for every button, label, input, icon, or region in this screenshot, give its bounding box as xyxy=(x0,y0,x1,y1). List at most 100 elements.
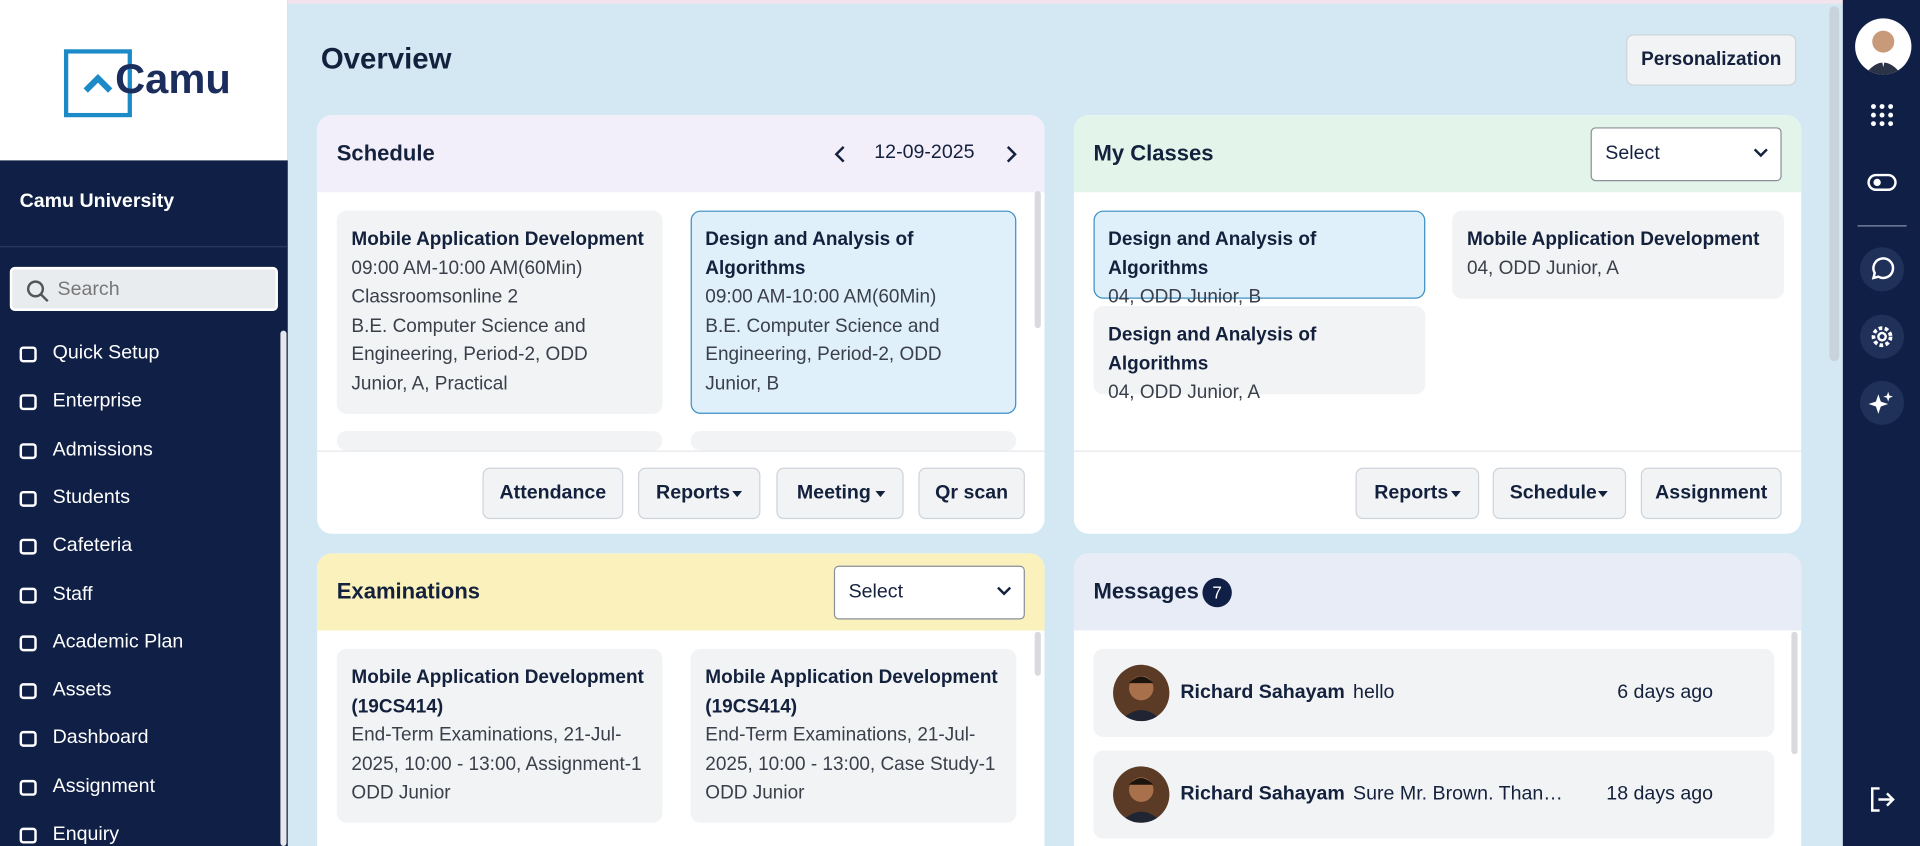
logo-text: Camu xyxy=(115,56,231,103)
menu-item[interactable]: Admissions xyxy=(0,433,276,470)
divider xyxy=(1073,450,1802,452)
menu-label: Admissions xyxy=(52,439,153,460)
unread-count: 7 xyxy=(1202,577,1232,608)
meeting-button[interactable]: Meeting xyxy=(776,467,904,520)
menu-label: Students xyxy=(52,487,130,508)
menu-label: Assets xyxy=(52,679,112,701)
class-card[interactable]: Mobile Application Development 04, ODD Ju… xyxy=(1452,210,1785,299)
class-card[interactable]: Design and Analysis of Algorithms 04, ODD… xyxy=(1093,210,1426,307)
settings-icon[interactable] xyxy=(1860,314,1905,359)
menu-item[interactable]: Assets xyxy=(0,673,276,710)
menu-item[interactable]: Dashboard xyxy=(0,722,276,759)
class-card[interactable]: Design and Analysis of Algorithms 04, ODD… xyxy=(1093,306,1426,403)
sender-avatar xyxy=(1113,766,1170,823)
menu-item[interactable]: Enterprise xyxy=(0,385,276,422)
sidebar: Camu Camu University Search Quick Setup E… xyxy=(0,0,288,846)
select-text: Select xyxy=(848,581,904,603)
toggle-icon[interactable] xyxy=(1866,170,1898,194)
reports-button[interactable]: Reports xyxy=(1355,467,1480,520)
page-title: Overview xyxy=(320,42,452,76)
menu-icon xyxy=(19,731,37,748)
card-detail: End-Term Examinations, 21-Jul-2025, 10:0… xyxy=(705,724,996,775)
menu-icon xyxy=(19,635,37,652)
schedule-card[interactable]: Design and Analysis of Algorithms 09:00 A… xyxy=(690,210,1017,414)
card-title: Design and Analysis of Algorithms xyxy=(1108,228,1317,279)
panel-header: Schedule 12-09-2025 xyxy=(317,115,1045,193)
prev-button[interactable] xyxy=(831,144,848,164)
divider xyxy=(0,246,288,248)
next-button[interactable] xyxy=(1003,144,1020,164)
panel-title: Schedule xyxy=(336,140,435,166)
menu-label: Academic Plan xyxy=(52,631,184,653)
menu-item[interactable]: Cafeteria xyxy=(0,529,276,566)
panel-title: Examinations xyxy=(336,579,481,604)
logout-icon[interactable] xyxy=(1867,785,1896,814)
menu-label: Dashboard xyxy=(52,727,149,749)
menu-item[interactable]: Academic Plan xyxy=(0,625,276,662)
search-icon xyxy=(26,280,49,303)
panel-header: Messages 7 xyxy=(1073,553,1802,631)
search-placeholder: Search xyxy=(57,279,120,300)
message-text: Sure Mr. Brown. Than… xyxy=(1353,783,1563,805)
page-scrollbar xyxy=(1829,6,1840,362)
menu-icon xyxy=(19,490,37,507)
menu-icon xyxy=(19,683,37,700)
menu-icon xyxy=(19,827,37,844)
top-border xyxy=(0,0,1920,4)
sender-name: Richard Sahayam xyxy=(1180,783,1345,805)
messages-panel: Messages 7 Richard Sahayam hello 6 days ag… xyxy=(1073,553,1802,846)
message-row[interactable]: Richard Sahayam hello 6 days ago xyxy=(1093,648,1775,738)
card-group: ODD Junior xyxy=(705,782,805,804)
card-title: Mobile Application Development (19CS414) xyxy=(351,667,644,717)
message-row[interactable]: Richard Sahayam Sure Mr. Brown. Than… 18 d… xyxy=(1093,750,1775,839)
chat-icon[interactable] xyxy=(1860,247,1905,292)
menu-icon xyxy=(19,587,37,603)
message-text: hello xyxy=(1353,681,1395,703)
menu-label: Enquiry xyxy=(52,823,120,845)
my-classes-panel: My Classes Select Design and Analysis of… xyxy=(1073,115,1802,534)
examinations-panel: Examinations Select Mobile Application D… xyxy=(317,553,1045,846)
exam-select[interactable]: Select xyxy=(833,565,1025,620)
sender-name: Richard Sahayam xyxy=(1180,681,1345,703)
menu-label: Enterprise xyxy=(52,390,142,412)
divider xyxy=(317,450,1045,452)
logo-area[interactable]: Camu xyxy=(0,0,288,161)
card-subtitle: 04, ODD Junior, B xyxy=(1108,286,1262,308)
exam-card[interactable]: Mobile Application Development (19CS414)… xyxy=(336,648,663,823)
scrollbar xyxy=(1034,631,1041,676)
menu-item[interactable]: Staff xyxy=(0,577,276,614)
schedule-card xyxy=(336,430,663,451)
menu-item[interactable]: Assignment xyxy=(0,770,276,807)
schedule-button[interactable]: Schedule xyxy=(1492,467,1627,520)
menu-label: Assignment xyxy=(52,775,156,797)
class-select[interactable]: Select xyxy=(1590,127,1782,182)
caret xyxy=(1451,490,1461,498)
schedule-card[interactable]: Mobile Application Development 09:00 AM-1… xyxy=(336,210,663,414)
menu-item[interactable]: Quick Setup xyxy=(0,337,276,374)
scrollbar xyxy=(1791,631,1798,755)
reports-button[interactable]: Reports xyxy=(637,467,761,520)
assignment-button[interactable]: Assignment xyxy=(1640,467,1782,520)
card-title: Mobile Application Development xyxy=(351,228,644,250)
menu-icon xyxy=(19,442,37,459)
personalization-button[interactable]: Personalization xyxy=(1626,34,1797,86)
profile-avatar[interactable] xyxy=(1855,18,1912,75)
panel-header: Examinations Select xyxy=(317,553,1045,631)
attendance-button[interactable]: Attendance xyxy=(482,467,624,520)
exam-card[interactable]: Mobile Application Development (19CS414)… xyxy=(690,648,1017,823)
menu-label: Quick Setup xyxy=(52,342,160,364)
select-text: Select xyxy=(1605,143,1660,165)
qr-scan-button[interactable]: Qr scan xyxy=(918,467,1025,520)
scrollbar xyxy=(280,330,287,846)
menu-item[interactable]: Students xyxy=(0,481,276,518)
university-name: Camu University xyxy=(19,190,175,212)
caret xyxy=(1597,490,1608,498)
menu-item[interactable]: Enquiry xyxy=(0,818,276,846)
card-line: 09:00 AM-10:00 AM(60Min) xyxy=(351,257,583,279)
search-box[interactable]: Search xyxy=(9,266,278,311)
card-subtitle: 04, ODD Junior, A xyxy=(1466,257,1619,279)
schedule-card xyxy=(690,430,1017,451)
apps-icon[interactable] xyxy=(1867,100,1896,129)
ai-icon[interactable] xyxy=(1860,380,1905,425)
message-time: 18 days ago xyxy=(1606,783,1714,805)
